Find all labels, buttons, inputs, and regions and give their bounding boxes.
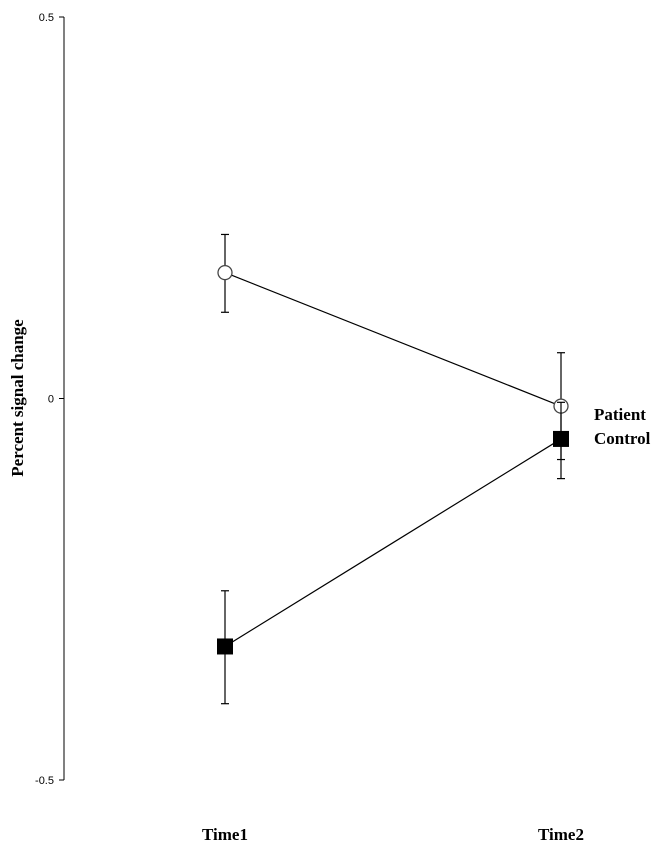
data-point (553, 430, 569, 447)
series-patient (217, 233, 569, 461)
data-point (217, 638, 233, 655)
y-tick-label: 0 (48, 394, 54, 406)
y-tick-label: -0.5 (35, 775, 54, 787)
legend-label-patient: Patient (594, 405, 646, 424)
y-ticks: 0.5 0 -0.5 (35, 12, 64, 787)
x-tick-label: Time1 (202, 825, 248, 844)
series-control (217, 401, 569, 705)
x-axis-labels: Time1 Time2 (202, 825, 584, 844)
data-point (217, 264, 233, 281)
y-axis-title: Percent signal change (8, 319, 27, 477)
series-line (224, 438, 562, 647)
x-tick-label: Time2 (538, 825, 584, 844)
legend-label-control: Control (594, 429, 651, 448)
series-layer (217, 233, 569, 705)
series-line (224, 272, 562, 407)
legend: Patient Control (594, 405, 651, 448)
y-tick-label: 0.5 (39, 12, 54, 24)
